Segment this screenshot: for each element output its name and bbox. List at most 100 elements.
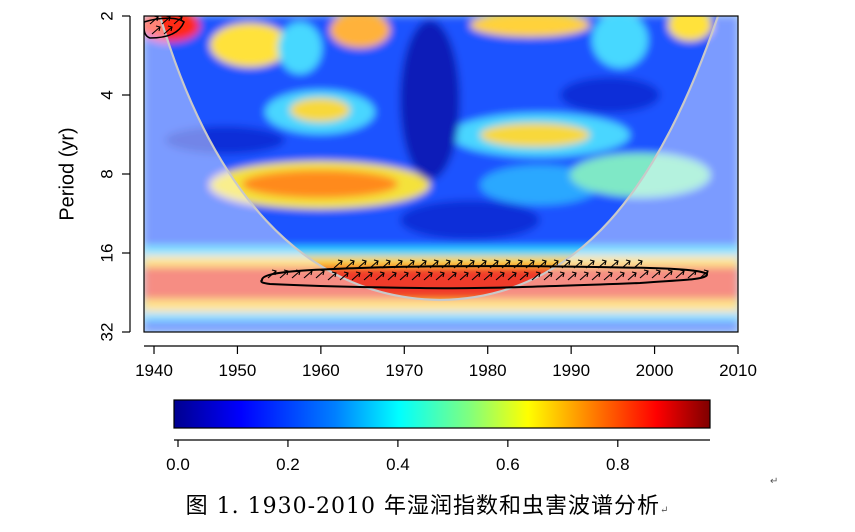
x-tick-label: 2010 [719, 361, 757, 380]
phase-arrow [339, 272, 349, 281]
x-tick-label: 2000 [636, 361, 674, 380]
phase-arrow [435, 272, 445, 281]
phase-arrow [459, 272, 469, 281]
phase-arrow-head [409, 259, 415, 266]
phase-arrow-head [517, 259, 523, 266]
phase-arrow [471, 272, 481, 281]
phase-arrow [351, 272, 361, 281]
phase-arrow [633, 260, 643, 269]
phase-arrow-head [679, 269, 685, 276]
phase-arrow-head [637, 259, 643, 266]
phase-arrow [161, 16, 171, 25]
phase-arrow-head [541, 259, 547, 266]
phase-arrow [561, 260, 571, 269]
phase-arrow-head [583, 271, 589, 278]
phase-arrow [597, 260, 607, 269]
phase-arrow-head [331, 271, 337, 278]
phase-arrow [549, 260, 559, 269]
x-tick-label: 1960 [302, 361, 340, 380]
y-tick-label: 32 [97, 323, 116, 342]
phase-arrow-head [559, 271, 565, 278]
coherence-heatmap [144, 16, 738, 332]
phase-arrow-head [451, 271, 457, 278]
paragraph-mark-2: ↵ [660, 505, 670, 516]
phase-arrow [453, 260, 463, 269]
phase-arrow [387, 272, 397, 281]
phase-arrow [279, 270, 289, 279]
phase-arrow-head [619, 271, 625, 278]
phase-arrow-head [415, 271, 421, 278]
phase-arrow-head [589, 259, 595, 266]
phase-arrow [381, 260, 391, 269]
phase-arrow-head [445, 259, 451, 266]
phase-arrow-head [571, 271, 577, 278]
phase-arrow [327, 272, 337, 281]
phase-arrow [687, 270, 697, 279]
colorbar-gradient [173, 399, 711, 429]
phase-arrow [567, 272, 577, 281]
phase-arrow [393, 260, 403, 269]
phase-arrow [603, 272, 613, 281]
phase-arrow-head [595, 271, 601, 278]
colorbar: 0.0 0.2 0.4 0.6 0.8 [166, 399, 711, 474]
colorbar-tick-label: 0.4 [386, 455, 410, 474]
phase-arrow [465, 260, 475, 269]
phase-arrow [163, 26, 173, 35]
phase-arrow-head [457, 259, 463, 266]
phase-arrow-head [295, 269, 301, 276]
phase-arrow [495, 272, 505, 281]
phase-arrows [267, 259, 709, 281]
x-tick-label: 1940 [135, 361, 173, 380]
phase-arrow-head [463, 271, 469, 278]
phase-arrow [333, 260, 343, 269]
phase-arrow [651, 270, 661, 279]
phase-arrow [429, 260, 439, 269]
x-ticks: 1940 1950 1960 1970 1980 1990 2000 2010 [135, 346, 757, 380]
cone-of-influence-shading [144, 16, 738, 332]
phase-arrow-head [487, 271, 493, 278]
colorbar-ticks: 0.0 0.2 0.4 0.6 0.8 [166, 440, 630, 474]
phase-arrow [399, 272, 409, 281]
phase-arrow-head [373, 259, 379, 266]
phase-arrow-head [349, 259, 355, 266]
y-tick-label: 2 [97, 11, 116, 20]
phase-arrow-head [469, 259, 475, 266]
phase-arrow-head [397, 259, 403, 266]
phase-arrow-head [391, 271, 397, 278]
phase-arrow [267, 270, 277, 279]
phase-arrow-head [703, 269, 709, 276]
phase-arrow-head [271, 269, 277, 276]
phase-arrow-head [691, 269, 697, 276]
phase-arrow-head [385, 259, 391, 266]
phase-arrow [537, 260, 547, 269]
phase-arrow-head [631, 271, 637, 278]
phase-arrow-head [601, 259, 607, 266]
significance-contour-main [260, 265, 708, 290]
phase-arrow [531, 272, 541, 281]
phase-arrow-head [523, 271, 529, 278]
phase-arrow-head [565, 259, 571, 266]
x-tick-label: 1990 [552, 361, 590, 380]
y-axis-label: Period (yr) [56, 127, 78, 220]
phase-arrow [675, 270, 685, 279]
phase-arrow [519, 272, 529, 281]
phase-arrow [483, 272, 493, 281]
phase-arrow [411, 272, 421, 281]
phase-arrow-head [667, 269, 673, 276]
phase-arrow-head [433, 259, 439, 266]
phase-arrow-head [643, 269, 649, 276]
x-tick-label: 1950 [219, 361, 257, 380]
phase-arrow [621, 260, 631, 269]
phase-arrow [345, 260, 355, 269]
phase-arrow-head [439, 271, 445, 278]
phase-arrow [579, 272, 589, 281]
y-ticks: 2 4 8 16 32 [97, 11, 130, 341]
phase-arrow [501, 260, 511, 269]
phase-arrow [303, 270, 313, 279]
phase-arrow [513, 260, 523, 269]
phase-arrow-head [421, 259, 427, 266]
y-tick-label: 4 [97, 90, 116, 99]
phase-arrow-head [427, 271, 433, 278]
colorbar-tick-label: 0.8 [606, 455, 630, 474]
